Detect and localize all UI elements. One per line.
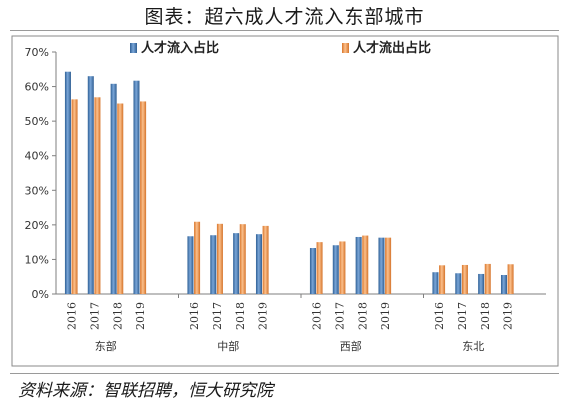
y-tick-label: 20% bbox=[25, 219, 49, 232]
inflow-bar bbox=[233, 233, 240, 294]
outflow-bar bbox=[316, 242, 323, 294]
outflow-bar bbox=[507, 264, 514, 294]
y-tick-label: 40% bbox=[25, 150, 49, 163]
inflow-bar bbox=[432, 272, 439, 294]
inflow-bar bbox=[378, 237, 385, 294]
inflow-bar bbox=[87, 76, 94, 294]
bar-chart: 0% 10% 20% 30% 40% 50% 60% 70% 2016 2017 2018 2019… bbox=[11, 35, 559, 367]
inflow-bar bbox=[455, 273, 462, 294]
outflow-bar bbox=[439, 265, 446, 294]
inflow-bar bbox=[309, 248, 316, 294]
x-year-label: 2018 bbox=[356, 302, 369, 330]
outflow-bar bbox=[94, 97, 101, 294]
x-year-label: 2016 bbox=[311, 302, 324, 330]
outflow-bar bbox=[194, 221, 201, 294]
x-year-label: 2018 bbox=[234, 302, 247, 330]
legend-label-inflow: 人才流入占比 bbox=[141, 40, 219, 56]
x-group-label: 东北 bbox=[462, 340, 484, 353]
x-year-label: 2017 bbox=[456, 302, 469, 330]
y-tick-label: 60% bbox=[25, 81, 49, 94]
outflow-bar bbox=[239, 224, 246, 294]
x-year-label: 2016 bbox=[188, 302, 201, 330]
outflow-bar bbox=[262, 225, 269, 294]
x-year-label: 2019 bbox=[502, 302, 515, 330]
x-group-label: 东部 bbox=[95, 339, 117, 353]
inflow-bar bbox=[355, 236, 362, 294]
inflow-bar bbox=[255, 234, 262, 294]
x-year-label: 2017 bbox=[333, 302, 346, 330]
x-year-label: 2019 bbox=[379, 302, 392, 330]
outflow-bar bbox=[385, 237, 392, 294]
x-year-label: 2018 bbox=[479, 302, 492, 330]
outflow-bar bbox=[339, 241, 346, 294]
y-tick-label: 50% bbox=[25, 115, 49, 128]
inflow-bar bbox=[64, 71, 71, 295]
x-year-label: 2016 bbox=[433, 302, 446, 330]
outflow-bar bbox=[140, 101, 147, 294]
inflow-bar bbox=[133, 80, 140, 294]
x-year-label: 2017 bbox=[211, 302, 224, 330]
y-tick-label: 0% bbox=[32, 288, 49, 301]
y-tick-label: 30% bbox=[25, 184, 49, 197]
y-tick-label: 70% bbox=[25, 46, 49, 59]
source-divider bbox=[10, 373, 559, 374]
inflow-bar bbox=[110, 83, 117, 294]
inflow-bar bbox=[478, 273, 485, 294]
x-year-label: 2019 bbox=[134, 302, 147, 330]
legend-swatch-outflow bbox=[342, 43, 349, 53]
y-tick-label: 10% bbox=[25, 253, 49, 266]
chart-title: 图表：超六成人才流入东部城市 bbox=[144, 6, 425, 28]
outflow-bar bbox=[362, 235, 369, 294]
source-note: 资料来源：智联招聘，恒大研究院 bbox=[18, 381, 273, 401]
x-year-label: 2017 bbox=[88, 302, 101, 330]
legend-swatch-inflow bbox=[130, 43, 137, 53]
inflow-bar bbox=[210, 235, 217, 294]
x-year-label: 2019 bbox=[257, 302, 270, 330]
outflow-bar bbox=[117, 103, 124, 294]
outflow-bar bbox=[216, 223, 223, 294]
inflow-bar bbox=[500, 274, 507, 294]
chart-frame bbox=[11, 35, 559, 367]
x-year-label: 2016 bbox=[66, 302, 79, 330]
x-year-label: 2018 bbox=[111, 302, 124, 330]
inflow-bar bbox=[332, 245, 339, 294]
x-group-label: 中部 bbox=[217, 339, 239, 353]
inflow-bar bbox=[187, 236, 194, 294]
title-divider bbox=[10, 30, 559, 31]
legend-label-outflow: 人才流出占比 bbox=[353, 40, 431, 56]
x-group-label: 西部 bbox=[340, 339, 362, 353]
outflow-bar bbox=[71, 99, 78, 294]
outflow-bar bbox=[461, 264, 468, 294]
outflow-bar bbox=[484, 263, 491, 294]
